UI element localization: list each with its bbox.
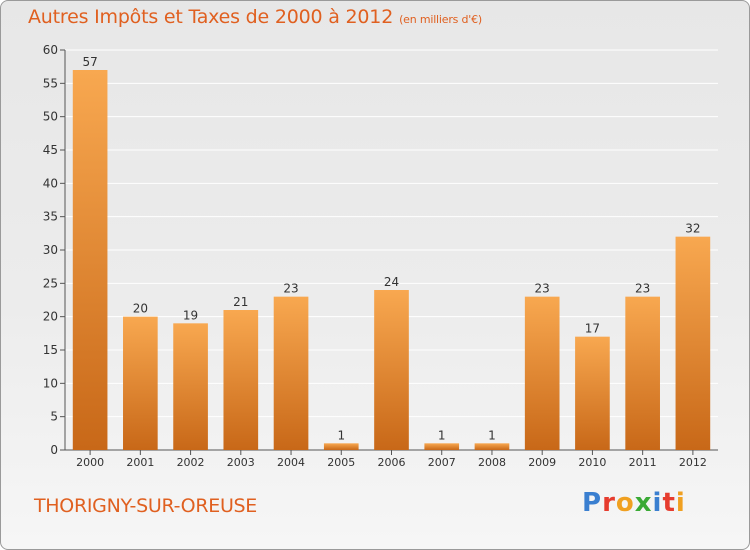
bar <box>675 236 711 450</box>
data-label: 1 <box>438 428 446 442</box>
y-tick-label: 60 <box>43 43 58 57</box>
bar <box>72 70 108 450</box>
data-labels: 57 20 19 21 23 1 24 1 1 23 17 23 32 <box>82 55 700 442</box>
y-tick-label: 50 <box>43 110 58 124</box>
y-tick-label: 0 <box>50 443 58 457</box>
data-label: 23 <box>283 282 298 296</box>
data-label: 21 <box>233 295 248 309</box>
bar <box>575 336 610 450</box>
chart-title: Autres Impôts et Taxes de 2000 à 2012 (en… <box>28 6 482 28</box>
x-tick-label: 2004 <box>277 456 305 469</box>
chart-subtitle: (en milliers d'€) <box>399 13 482 26</box>
data-label: 17 <box>585 322 600 336</box>
data-label: 23 <box>635 282 650 296</box>
logo-letter: o <box>615 488 635 518</box>
x-tick-label: 2008 <box>478 456 506 469</box>
y-tick-label: 20 <box>43 310 58 324</box>
bar <box>625 296 660 450</box>
bar <box>374 290 409 450</box>
y-tick-label: 55 <box>43 76 58 90</box>
x-tick-label: 2005 <box>327 456 355 469</box>
commune-name: THORIGNY-SUR-OREUSE <box>34 495 258 517</box>
logo-letter: i <box>675 488 686 518</box>
axes: 0 5 10 15 20 25 30 35 40 45 50 55 60 2000 2001 2002 2003… <box>43 43 718 469</box>
logo-letter: t <box>662 488 676 518</box>
logo-letter: x <box>634 488 653 518</box>
y-tick-label: 40 <box>43 176 58 190</box>
logo-letter: i <box>652 488 663 518</box>
bar <box>123 316 158 450</box>
x-tick-label: 2002 <box>177 456 205 469</box>
y-tick-label: 5 <box>50 410 58 424</box>
y-tick-label: 45 <box>43 143 58 157</box>
data-label: 57 <box>82 55 97 69</box>
bar <box>173 323 208 450</box>
bar <box>474 443 510 450</box>
x-tick-label: 2009 <box>528 456 556 469</box>
x-tick-label: 2001 <box>126 456 154 469</box>
bars <box>72 70 711 450</box>
y-tick-label: 30 <box>43 243 58 257</box>
bar <box>524 296 560 450</box>
data-label: 20 <box>133 302 148 316</box>
data-label: 24 <box>384 275 399 289</box>
x-tick-label: 2007 <box>428 456 456 469</box>
y-tick-label: 15 <box>43 343 58 357</box>
x-tick-label: 2000 <box>76 456 104 469</box>
x-tick-label: 2012 <box>679 456 707 469</box>
proxiti-logo: Proxiti <box>582 488 686 518</box>
x-tick-label: 2010 <box>578 456 606 469</box>
chart-title-text: Autres Impôts et Taxes de 2000 à 2012 <box>28 6 394 28</box>
x-tick-label: 2003 <box>227 456 255 469</box>
bar <box>323 443 359 450</box>
data-label: 23 <box>535 282 550 296</box>
x-tick-label: 2011 <box>629 456 657 469</box>
data-label: 1 <box>488 428 496 442</box>
bar <box>223 310 259 450</box>
bar <box>424 443 460 450</box>
data-label: 1 <box>337 428 345 442</box>
y-tick-label: 35 <box>43 210 58 224</box>
data-label: 19 <box>183 308 198 322</box>
bar <box>273 296 309 450</box>
y-tick-label: 10 <box>43 376 58 390</box>
x-tick-label: 2006 <box>378 456 406 469</box>
y-tick-label: 25 <box>43 276 58 290</box>
logo-letter: r <box>602 488 616 518</box>
data-label: 32 <box>685 222 700 236</box>
logo-letter: P <box>582 488 603 518</box>
